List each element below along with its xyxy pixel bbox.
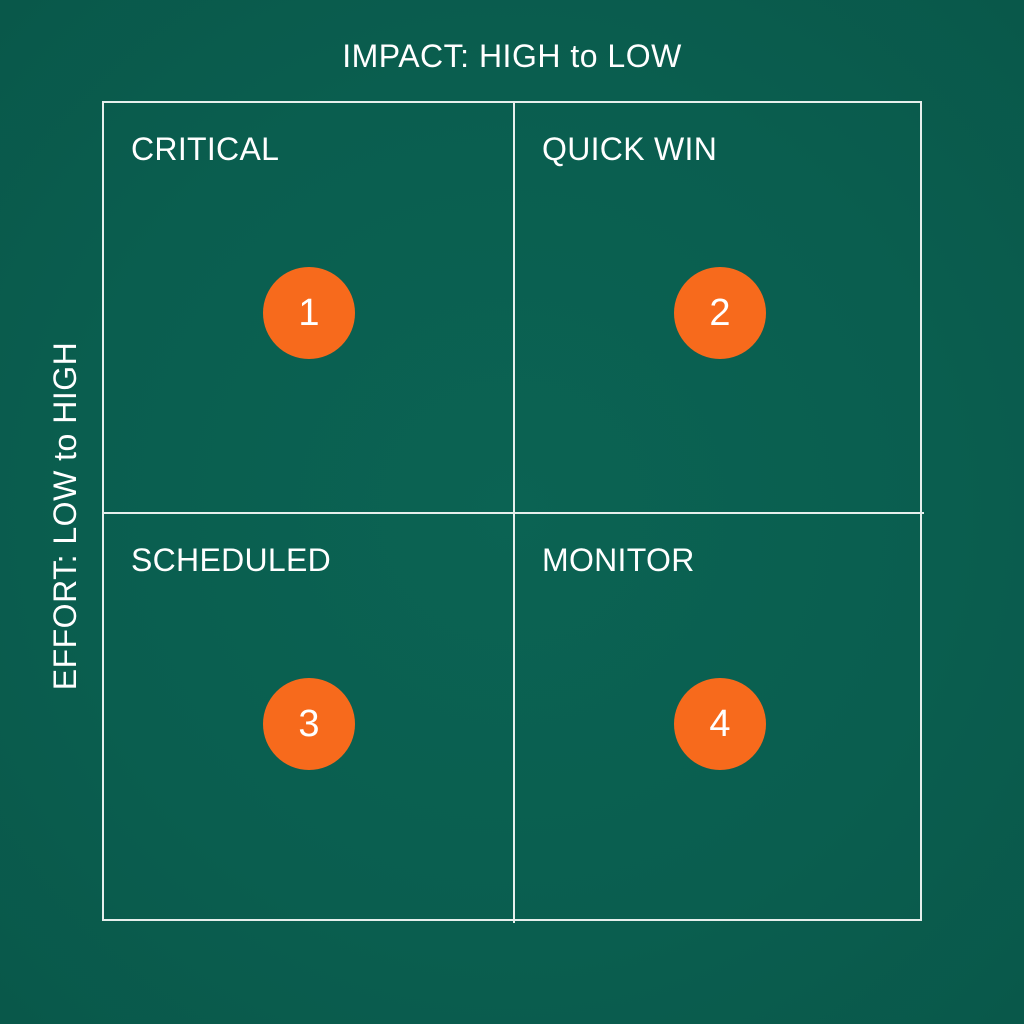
quadrant-critical: CRITICAL 1 <box>104 103 514 513</box>
quadrant-label: MONITOR <box>542 542 695 578</box>
quadrant-number-badge: 1 <box>263 267 355 359</box>
quadrant-label: CRITICAL <box>131 131 280 167</box>
quadrant-number-badge: 3 <box>263 678 355 770</box>
quadrant-label: SCHEDULED <box>131 542 332 578</box>
axis-label-effort: EFFORT: LOW to HIGH <box>47 341 83 691</box>
priority-matrix: CRITICAL 1 QUICK WIN 2 SCHEDULED 3 MONIT… <box>102 101 924 923</box>
quadrant-number-badge: 2 <box>674 267 766 359</box>
quadrant-label: QUICK WIN <box>542 131 718 167</box>
quadrant-number-badge: 4 <box>674 678 766 770</box>
quadrant-scheduled: SCHEDULED 3 <box>104 513 514 923</box>
quadrant-monitor: MONITOR 4 <box>514 513 924 923</box>
quadrant-quick-win: QUICK WIN 2 <box>514 103 924 513</box>
axis-label-impact: IMPACT: HIGH to LOW <box>342 38 682 74</box>
